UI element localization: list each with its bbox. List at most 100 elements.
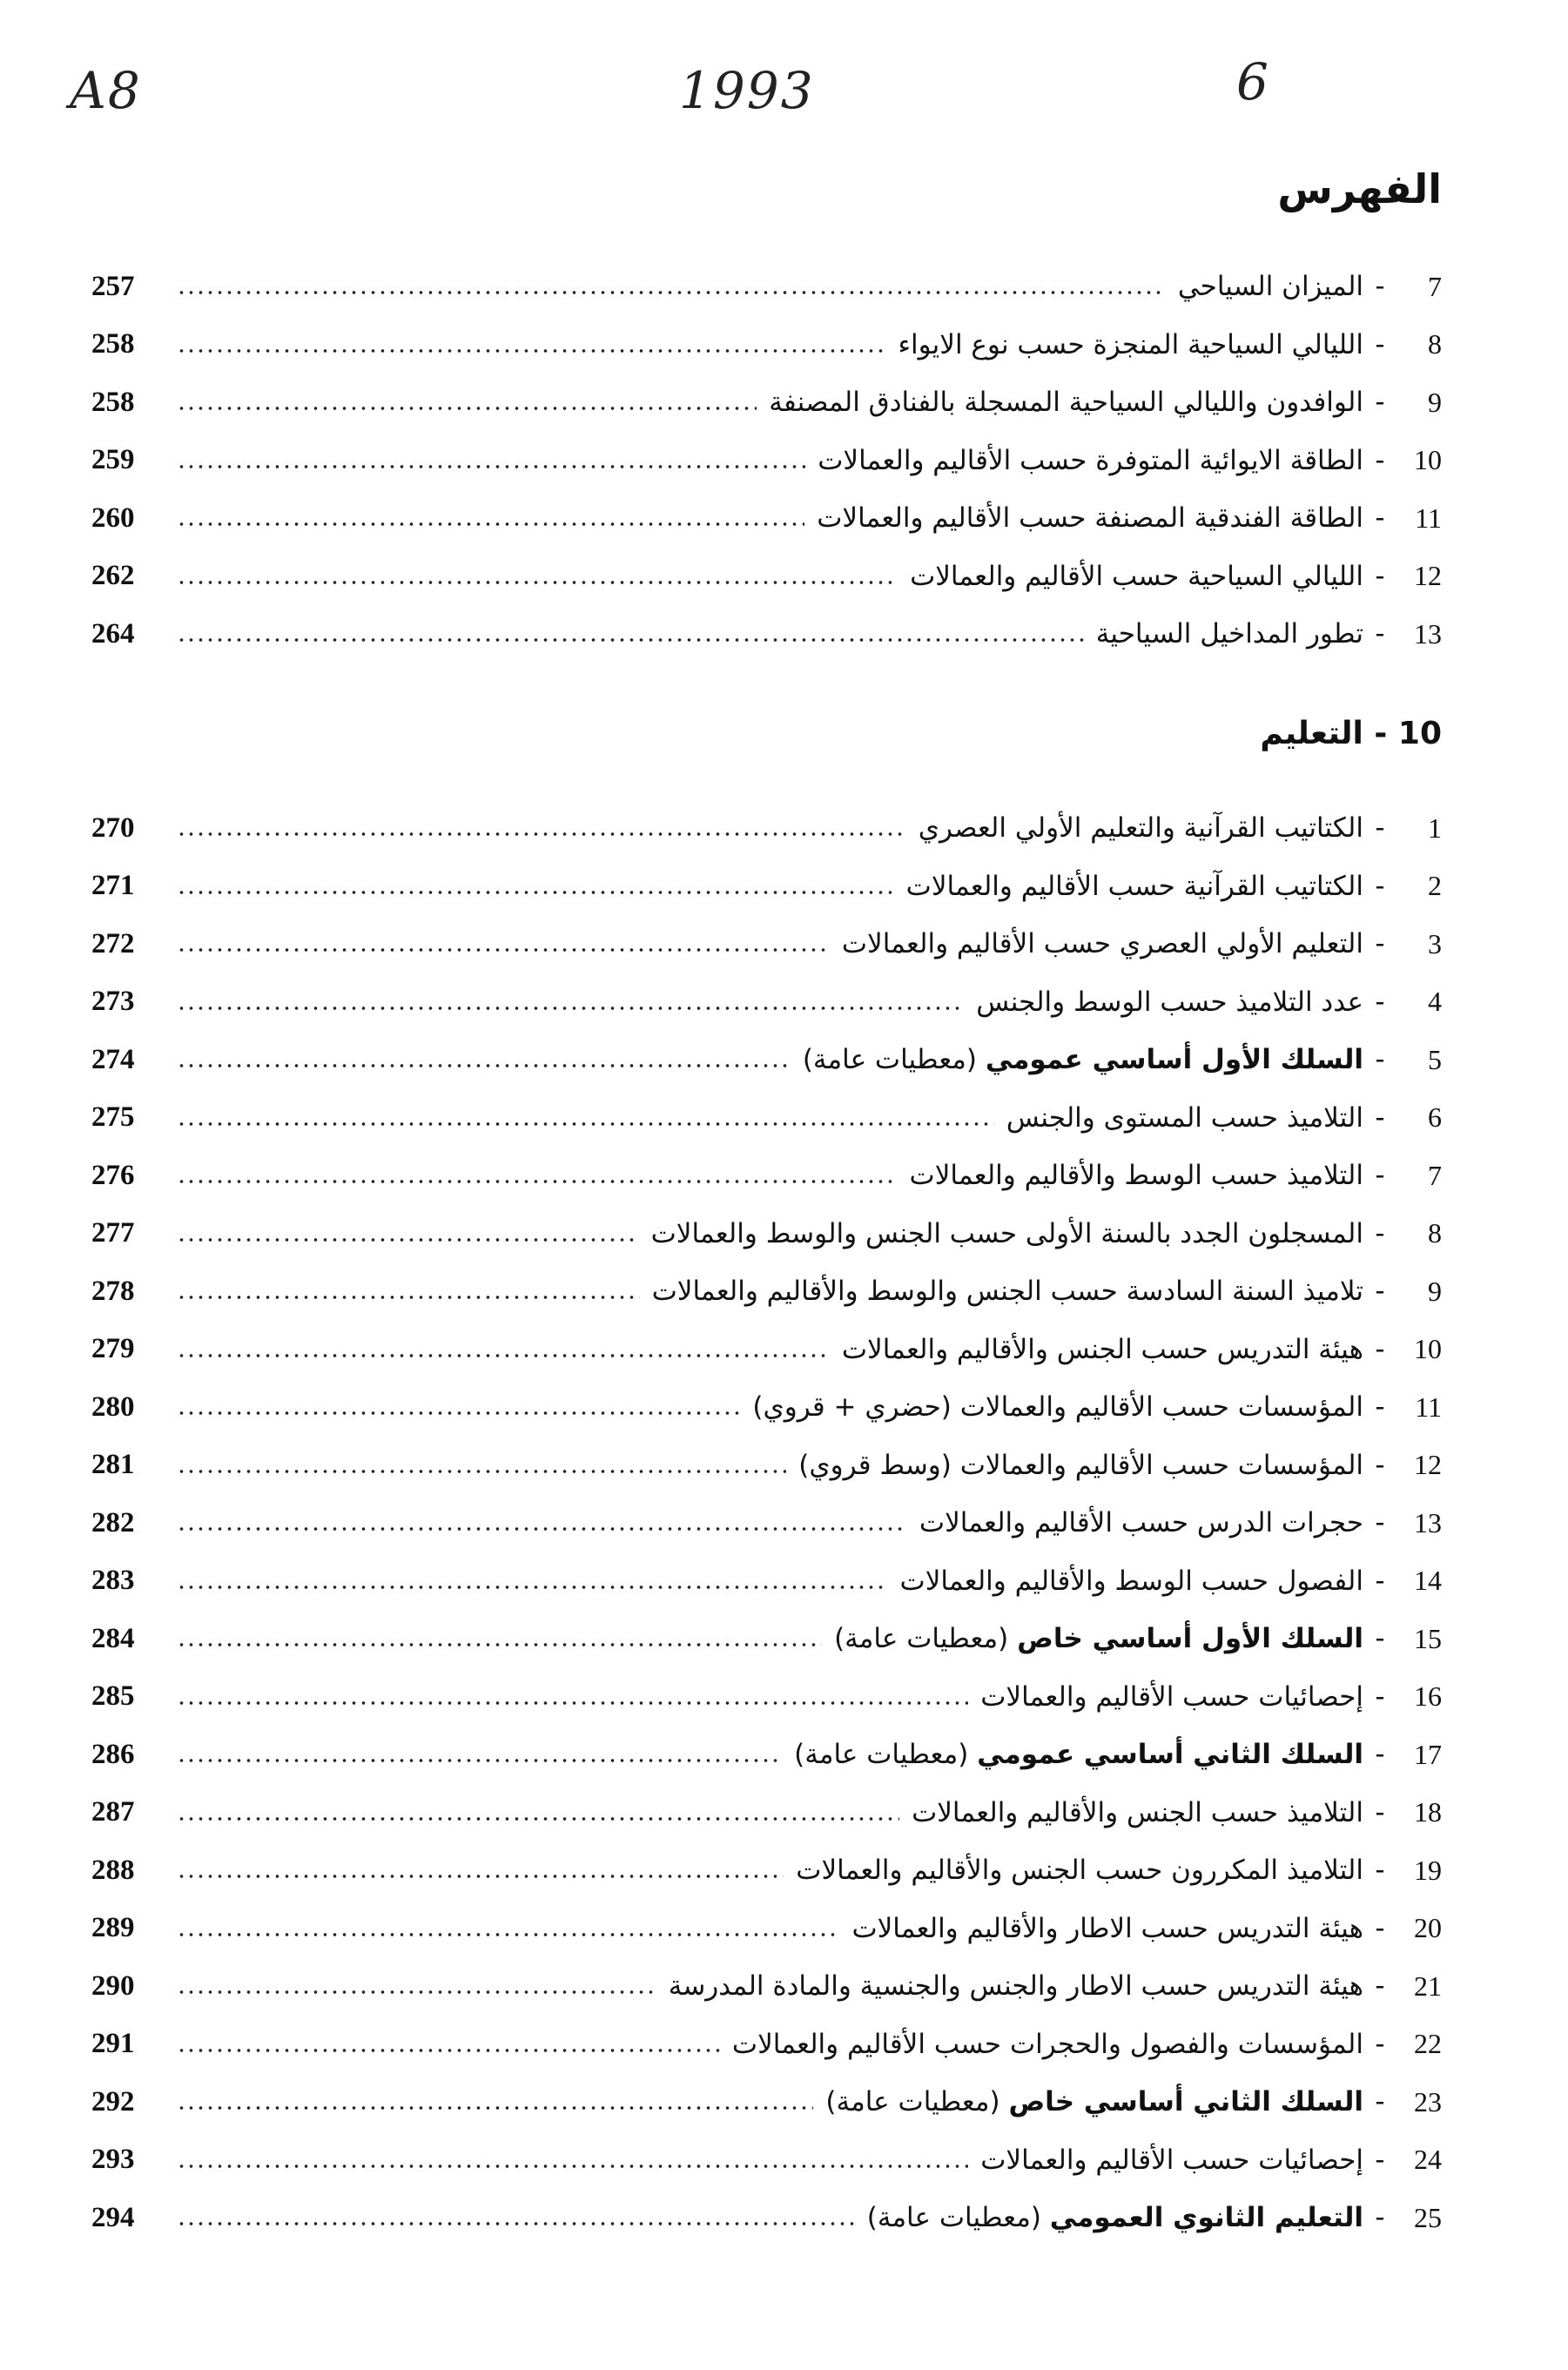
entry-dash: - bbox=[1375, 1855, 1385, 1887]
dot-leader bbox=[177, 1643, 823, 1647]
entry-dash: - bbox=[1375, 1333, 1385, 1365]
entry-dash: - bbox=[1375, 1391, 1385, 1424]
entry-title: الطاقة الايوائية المتوفرة حسب الأقاليم و… bbox=[818, 445, 1363, 476]
entry-title-text: التلاميذ حسب المستوى والجنس bbox=[1006, 1101, 1363, 1134]
entry-title: الميزان السياحي bbox=[1178, 271, 1363, 302]
entry-dash: - bbox=[1375, 502, 1385, 535]
entry-title-text: المسجلون الجدد بالسنة الأولى حسب الجنس و… bbox=[650, 1217, 1363, 1249]
entry-title-text: الكتاتيب القرآنية حسب الأقاليم والعمالات bbox=[905, 870, 1363, 902]
entry-title-text: التلاميذ المكررون حسب الجنس والأقاليم وا… bbox=[796, 1855, 1363, 1887]
dot-leader bbox=[177, 348, 886, 353]
entry-title-bold: السلك الأول أساسي خاص bbox=[1017, 1623, 1363, 1655]
entry-number: 11 bbox=[1415, 1390, 1442, 1423]
entry-dash: - bbox=[1375, 1276, 1385, 1308]
entry-title: السلك الأول أساسي خاص (معطيات عامة) bbox=[834, 1623, 1363, 1654]
entry-dash: - bbox=[1375, 271, 1385, 303]
entry-title-text: تطور المداخيل السياحية bbox=[1095, 618, 1363, 650]
entry-title-text: التلاميذ حسب الجنس والأقاليم والعمالات bbox=[912, 1796, 1363, 1828]
toc-entry: 2 - الكتاتيب القرآنية حسب الأقاليم والعمال… bbox=[91, 858, 1442, 916]
entry-number: 5 bbox=[1428, 1043, 1442, 1075]
entry-title-text: إحصائيات حسب الأقاليم والعمالات bbox=[980, 1680, 1363, 1713]
entry-number: 12 bbox=[1414, 560, 1442, 592]
entry-page-number: 270 bbox=[91, 811, 135, 844]
entry-number: 13 bbox=[1414, 1506, 1442, 1538]
entry-dash: - bbox=[1375, 618, 1385, 650]
entry-title-text: الكتاتيب القرآنية والتعليم الأولي العصري bbox=[918, 812, 1363, 845]
entry-title: إحصائيات حسب الأقاليم والعمالات bbox=[980, 2144, 1363, 2176]
entry-title-text: الفصول حسب الوسط والأقاليم والعمالات bbox=[899, 1565, 1363, 1597]
entry-page-number: 262 bbox=[91, 560, 135, 592]
dot-leader bbox=[177, 948, 830, 953]
entry-dash: - bbox=[1375, 1912, 1385, 1944]
entry-title-bold: السلك الثاني أساسي خاص bbox=[1008, 2086, 1363, 2118]
toc-list-section-1: 7- الميزان السياحي 257 8- الليالي السياحية ا… bbox=[91, 258, 1442, 663]
entry-title: هيئة التدريس حسب الجنس والأقاليم والعمال… bbox=[842, 1334, 1363, 1365]
entry-number: 24 bbox=[1414, 2144, 1442, 2176]
entry-title-bold: السلك الثاني أساسي عمومي bbox=[977, 1739, 1363, 1771]
entry-page-number: 264 bbox=[91, 617, 135, 650]
entry-page-number: 292 bbox=[91, 2085, 135, 2118]
toc-entry: 8 - الليالي السياحية المنجزة حسب نوع الايو… bbox=[91, 316, 1442, 374]
entry-dash: - bbox=[1375, 1565, 1385, 1597]
entry-number: 25 bbox=[1414, 2201, 1442, 2233]
entry-number: 20 bbox=[1414, 1912, 1442, 1944]
dot-leader bbox=[177, 2048, 720, 2052]
entry-page-number: 281 bbox=[91, 1449, 135, 1481]
dot-leader bbox=[177, 1006, 965, 1010]
entry-page-number: 258 bbox=[91, 328, 135, 360]
toc-entry: 17- السلك الثاني أساسي عمومي (معطيات عامة… bbox=[91, 1726, 1442, 1784]
entry-title-text: المؤسسات حسب الأقاليم والعمالات (وسط قرو… bbox=[798, 1449, 1363, 1481]
entry-dash: - bbox=[1375, 2086, 1385, 2118]
toc-entry: 19- التلاميذ المكررون حسب الجنس والأقاليم… bbox=[91, 1841, 1442, 1900]
dot-leader bbox=[177, 1411, 741, 1416]
toc-entry: 16- إحصائيات حسب الأقاليم والعمالات 285 bbox=[91, 1668, 1442, 1727]
toc-entry: 25- التعليم الثانوي العمومي (معطيات عامة)… bbox=[91, 2189, 1442, 2247]
entry-title: التلاميذ المكررون حسب الجنس والأقاليم وا… bbox=[796, 1855, 1363, 1886]
entry-title: المؤسسات حسب الأقاليم والعمالات (حضري + … bbox=[752, 1391, 1363, 1423]
entry-number: 11 bbox=[1415, 502, 1442, 534]
entry-dash: - bbox=[1375, 2144, 1385, 2176]
entry-dash: - bbox=[1375, 986, 1385, 1018]
entry-number: 6 bbox=[1428, 1101, 1442, 1134]
entry-title: السلك الثاني أساسي عمومي (معطيات عامة) bbox=[794, 1739, 1363, 1770]
toc-entry: 18- التلاميذ حسب الجنس والأقاليم والعمالا… bbox=[91, 1784, 1442, 1842]
entry-title-text: التلاميذ حسب الوسط والأقاليم والعمالات bbox=[909, 1160, 1363, 1192]
dot-leader bbox=[177, 407, 757, 411]
entry-title-text: (معطيات عامة) bbox=[834, 1623, 1009, 1655]
dot-leader bbox=[177, 1585, 888, 1589]
dot-leader bbox=[177, 1527, 907, 1532]
entry-number: 16 bbox=[1414, 1680, 1442, 1713]
dot-leader bbox=[177, 1700, 969, 1705]
entry-title: الكتاتيب القرآنية والتعليم الأولي العصري bbox=[919, 812, 1363, 844]
entry-dash: - bbox=[1375, 870, 1385, 902]
dot-leader bbox=[177, 1353, 830, 1357]
entry-page-number: 289 bbox=[91, 1912, 135, 1944]
entry-number: 10 bbox=[1414, 444, 1442, 476]
entry-dash: - bbox=[1375, 812, 1385, 845]
handwritten-mark: 6 bbox=[1236, 52, 1270, 111]
entry-title-text: تلاميذ السنة السادسة حسب الجنس والوسط وا… bbox=[651, 1276, 1363, 1308]
dot-leader bbox=[177, 291, 1166, 295]
entry-page-number: 279 bbox=[91, 1333, 135, 1365]
entry-number: 14 bbox=[1414, 1565, 1442, 1597]
entry-title: السلك الأول أساسي عمومي (معطيات عامة) bbox=[803, 1044, 1363, 1075]
entry-page-number: 258 bbox=[91, 386, 135, 418]
entry-dash: - bbox=[1375, 1101, 1385, 1134]
toc-list-section-2: 1- الكتاتيب القرآنية والتعليم الأولي العص… bbox=[91, 799, 1442, 2247]
entry-title-text: هيئة التدريس حسب الاطار والأقاليم والعما… bbox=[851, 1912, 1363, 1944]
entry-title-text: هيئة التدريس حسب الجنس والأقاليم والعمال… bbox=[841, 1333, 1363, 1365]
dot-leader bbox=[177, 1237, 639, 1242]
dot-leader bbox=[177, 2164, 969, 2168]
entry-title-text: المؤسسات حسب الأقاليم والعمالات (حضري + … bbox=[752, 1391, 1363, 1424]
entry-number: 9 bbox=[1428, 386, 1442, 418]
entry-number: 9 bbox=[1428, 1275, 1442, 1307]
entry-page-number: 291 bbox=[91, 2028, 135, 2060]
entry-page-number: 271 bbox=[91, 870, 135, 902]
toc-entry: 4 - عدد التلاميذ حسب الوسط والجنس 273 bbox=[91, 973, 1442, 1032]
handwritten-mark: 1993 bbox=[679, 61, 815, 120]
entry-dash: - bbox=[1375, 1680, 1385, 1713]
entry-page-number: 284 bbox=[91, 1622, 135, 1654]
entry-page-number: 278 bbox=[91, 1275, 135, 1307]
dot-leader bbox=[177, 1180, 898, 1184]
toc-entry: 20- هيئة التدريس حسب الاطار والأقاليم وال… bbox=[91, 1900, 1442, 1958]
